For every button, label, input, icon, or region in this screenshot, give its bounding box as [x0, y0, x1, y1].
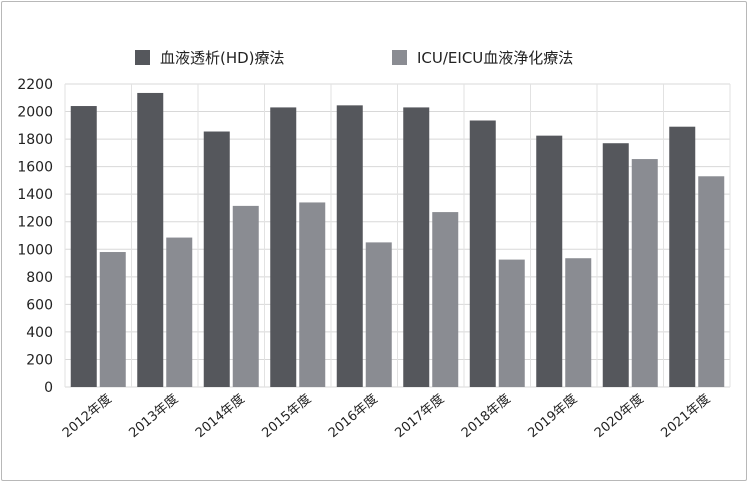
gridlines [64, 83, 731, 388]
x-tick-label: 2016年度 [325, 391, 381, 441]
bar-hd [137, 92, 164, 387]
bar-icu [99, 252, 126, 387]
bar-icu [166, 237, 193, 387]
y-tick-label: 2000 [17, 105, 53, 121]
y-tick-label: 1200 [17, 215, 53, 231]
bar-icu [698, 176, 725, 387]
legend-swatch-icu [392, 50, 407, 65]
x-tick-label: 2020年度 [591, 391, 647, 441]
y-tick-label: 1600 [17, 160, 53, 176]
y-tick-label: 600 [26, 297, 53, 313]
y-tick-label: 400 [26, 325, 53, 341]
x-tick-label: 2021年度 [658, 391, 714, 441]
y-tick-label: 1800 [17, 132, 53, 148]
legend-label-hd: 血液透析(HD)療法 [160, 49, 285, 67]
y-tick-label: 1400 [17, 187, 53, 203]
bar-icu [565, 258, 592, 387]
bar-hd [70, 106, 97, 387]
bar-hd [203, 131, 230, 387]
bar-icu [299, 202, 326, 387]
x-tick-label: 2014年度 [192, 391, 248, 441]
x-tick-label: 2013年度 [126, 391, 182, 441]
x-tick-label: 2015年度 [259, 391, 315, 441]
y-axis-ticks: 0 200 400 600 800 1000 1200 1400 1600 1800 2000 220… [17, 77, 53, 396]
bar-hd [270, 107, 297, 387]
bars [70, 92, 725, 388]
legend: 血液透析(HD)療法 ICU/EICU血液浄化療法 [135, 49, 573, 67]
x-tick-label: 2018年度 [458, 391, 514, 441]
y-tick-label: 2200 [17, 77, 53, 93]
x-tick-label: 2019年度 [525, 391, 581, 441]
legend-label-icu: ICU/EICU血液浄化療法 [417, 49, 573, 67]
x-tick-label: 2017年度 [392, 391, 448, 441]
y-tick-label: 200 [26, 352, 53, 368]
x-axis-ticks: 2012年度 2013年度 2014年度 2015年度 2016年度 2017年度 2018… [59, 391, 713, 441]
bar-hd [469, 120, 496, 387]
legend-swatch-hd [135, 50, 150, 65]
x-tick-label: 2012年度 [59, 391, 115, 441]
bar-icu [631, 159, 658, 387]
y-tick-label: 800 [26, 270, 53, 286]
bar-icu [232, 205, 259, 387]
bar-hd [669, 126, 696, 387]
bar-icu [365, 242, 392, 387]
bar-hd [602, 143, 629, 387]
bar-hd [536, 135, 563, 387]
bar-icu [432, 212, 459, 387]
bar-icu [498, 259, 525, 387]
y-tick-label: 1000 [17, 242, 53, 258]
bar-hd [403, 107, 430, 387]
y-tick-label: 0 [44, 380, 53, 396]
bar-hd [336, 105, 363, 388]
